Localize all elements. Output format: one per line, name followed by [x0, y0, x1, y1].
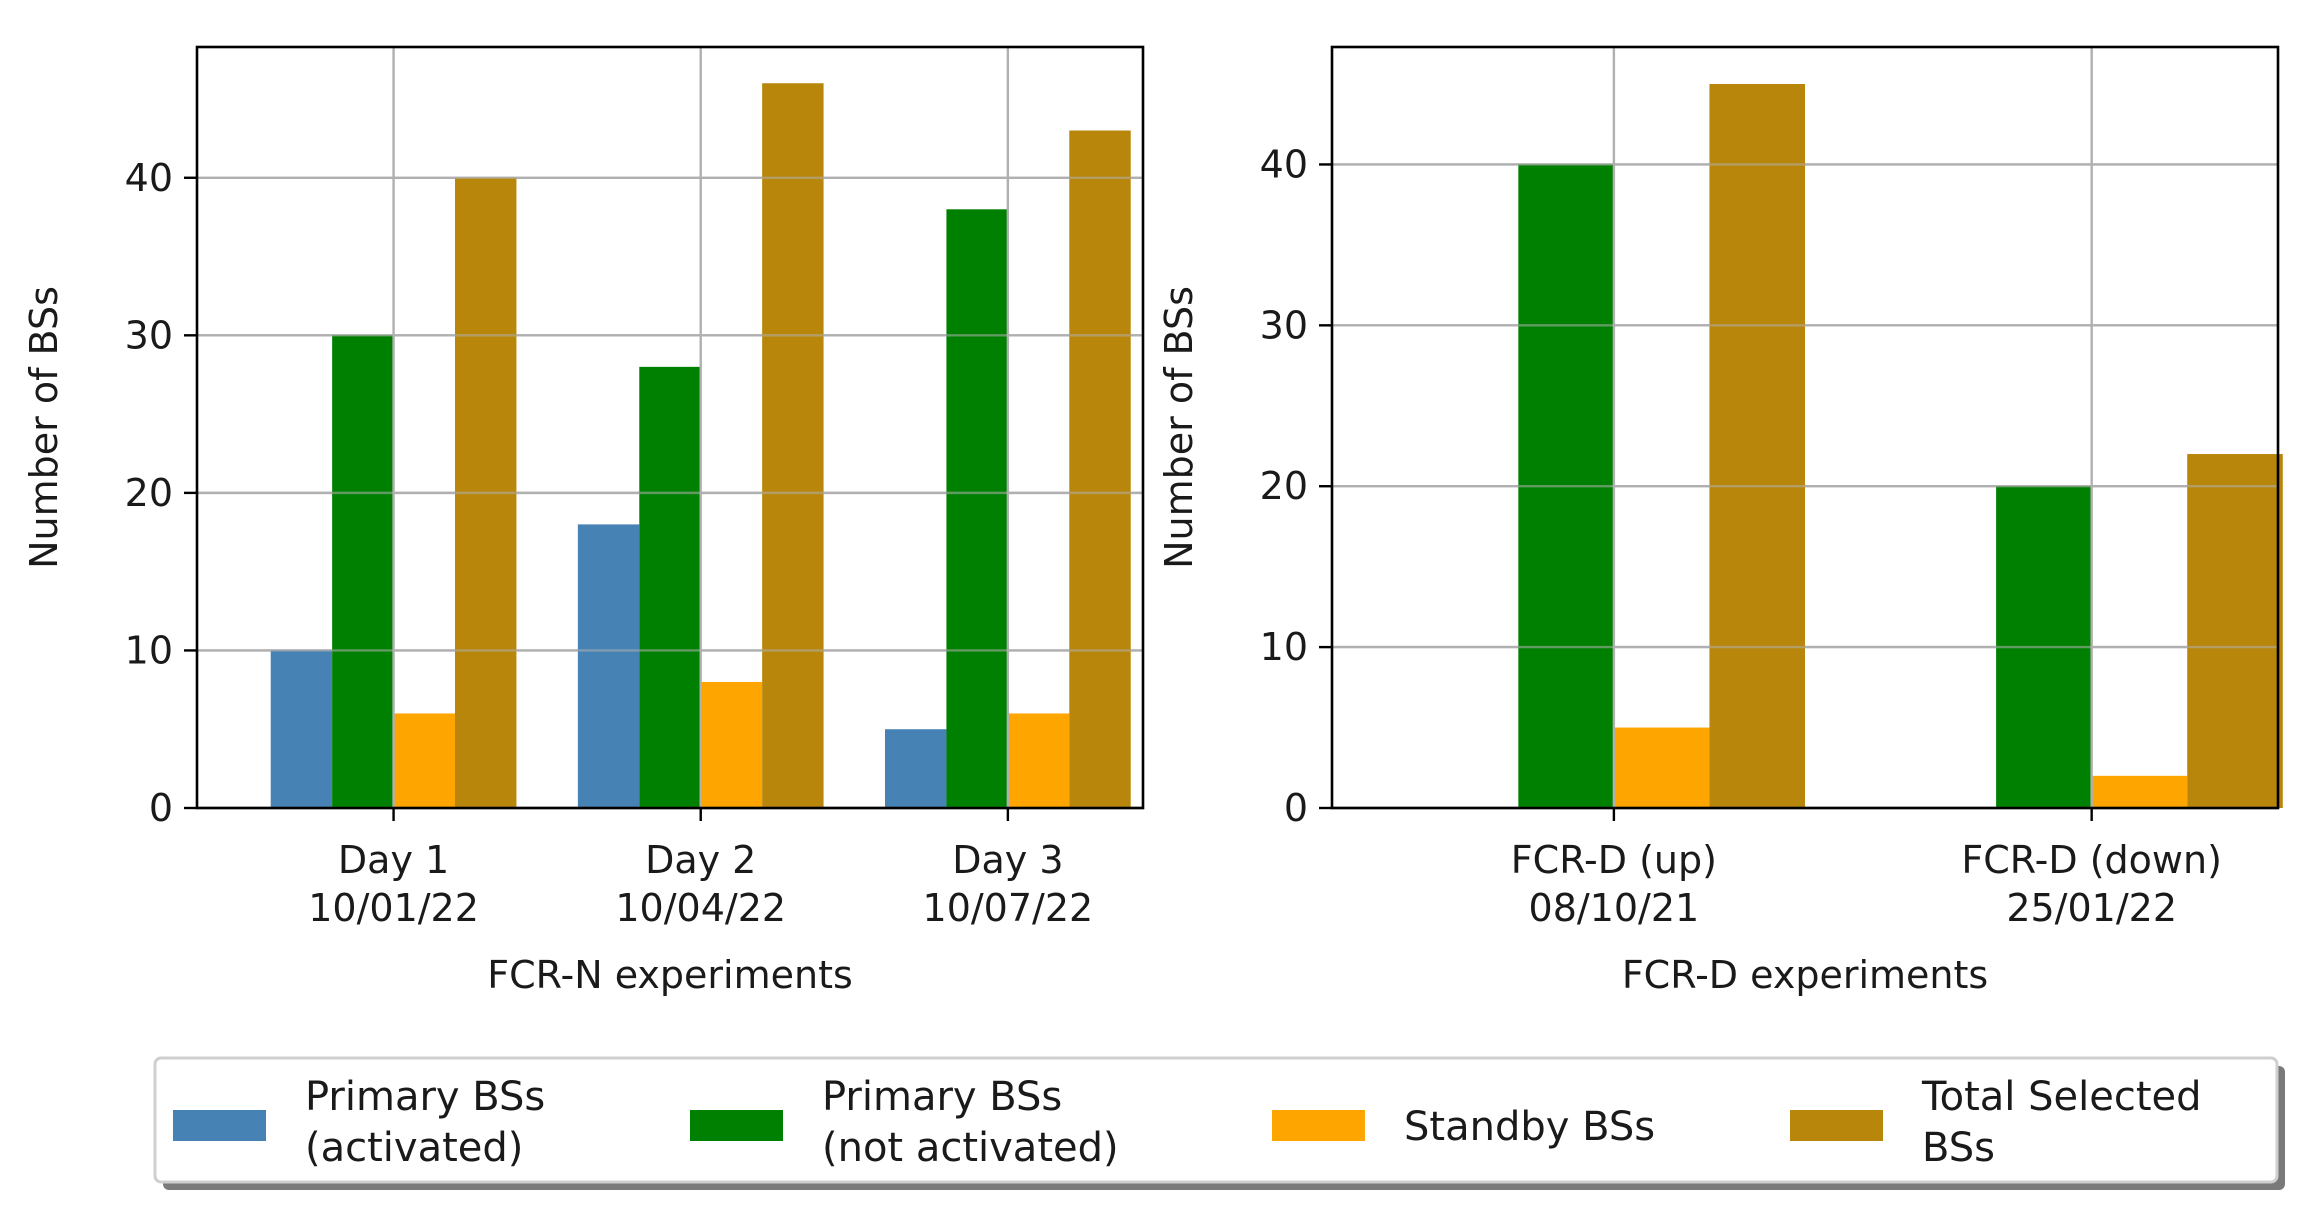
bar-primary-bss-activated-1	[577, 524, 640, 808]
axes-frame	[1330, 45, 2280, 810]
legend-label-total-selected: Total Selected	[1921, 1074, 2202, 1120]
bar-standby-bss-1	[2091, 775, 2188, 808]
legend-label-primary-not-activated: (not activated)	[822, 1125, 1119, 1171]
legend-label-standby: Standby BSs	[1404, 1104, 1655, 1150]
y-tick-label: 30	[125, 313, 173, 357]
legend-swatch-total-selected	[1790, 1110, 1883, 1141]
bar-total-selected-bss-2	[1069, 130, 1131, 808]
legend-label-primary-not-activated: Primary BSs	[822, 1074, 1062, 1120]
legend-box	[153, 1056, 2279, 1184]
legend: Primary BSs (activated) Primary BSs (not ac…	[153, 1056, 2285, 1190]
axes-frame	[195, 45, 1145, 810]
y-tick-label: 0	[1284, 786, 1308, 830]
legend-swatch-standby	[1272, 1110, 1365, 1141]
x-tick-label: FCR-D (up)	[1511, 838, 1717, 882]
y-tick-label: 20	[1260, 464, 1308, 508]
y-tick-label: 30	[1260, 303, 1308, 347]
bar-total-selected-bss-1	[762, 83, 824, 808]
y-axis-label: Number of BSs	[22, 286, 66, 569]
chart-fcr-n: 0 10 20 30 40 Day 110/01/22 Day 210/04/22 Day 3…	[22, 45, 1145, 997]
y-tick-label: 0	[149, 786, 173, 830]
legend-swatch-primary-not-activated	[690, 1110, 783, 1141]
bar-primary-bss-not-activated-1	[639, 366, 701, 808]
legend-swatch-primary-activated	[173, 1110, 266, 1141]
bar-standby-bss-1	[700, 681, 763, 808]
x-tick-label: 10/01/22	[308, 886, 479, 930]
x-tick-label: 10/07/22	[923, 886, 1094, 930]
y-tick-label: 20	[125, 471, 173, 515]
bar-total-selected-bss-1	[2187, 454, 2283, 808]
bar-total-selected-bss-0	[1709, 84, 1805, 809]
y-tick-label: 40	[1260, 142, 1308, 186]
y-tick-label: 10	[125, 628, 173, 672]
legend-label-total-selected: BSs	[1922, 1125, 1995, 1171]
y-tick-label: 10	[1260, 625, 1308, 669]
y-tick-label: 40	[125, 156, 173, 200]
x-tick-label: Day 1	[338, 838, 449, 882]
bar-standby-bss-0	[393, 713, 455, 808]
bar-primary-bss-activated-0	[270, 650, 333, 808]
bar-standby-bss-2	[1007, 713, 1070, 808]
chart-fcr-d: 0 10 20 30 40 FCR-D (up)08/10/21 FCR-D (down)2…	[1157, 45, 2283, 997]
y-axis-label: Number of BSs	[1157, 286, 1201, 569]
bar-primary-bss-activated-2	[885, 729, 947, 808]
x-tick-label: Day 3	[952, 838, 1063, 882]
legend-label-primary-activated: Primary BSs	[305, 1074, 545, 1120]
x-tick-label: 10/04/22	[615, 886, 786, 930]
bar-primary-bss-not-activated-0	[332, 335, 394, 808]
x-tick-label: 08/10/21	[1529, 886, 1700, 930]
legend-label-primary-activated: (activated)	[305, 1125, 523, 1171]
x-tick-label: FCR-D (down)	[1961, 838, 2222, 882]
bar-standby-bss-0	[1613, 727, 1710, 808]
x-axis-label: FCR-D experiments	[1622, 953, 1988, 997]
x-axis-label: FCR-N experiments	[487, 953, 853, 997]
x-tick-label: Day 2	[645, 838, 756, 882]
bar-primary-bss-not-activated-2	[946, 209, 1008, 809]
x-tick-label: 25/01/22	[2006, 886, 2177, 930]
